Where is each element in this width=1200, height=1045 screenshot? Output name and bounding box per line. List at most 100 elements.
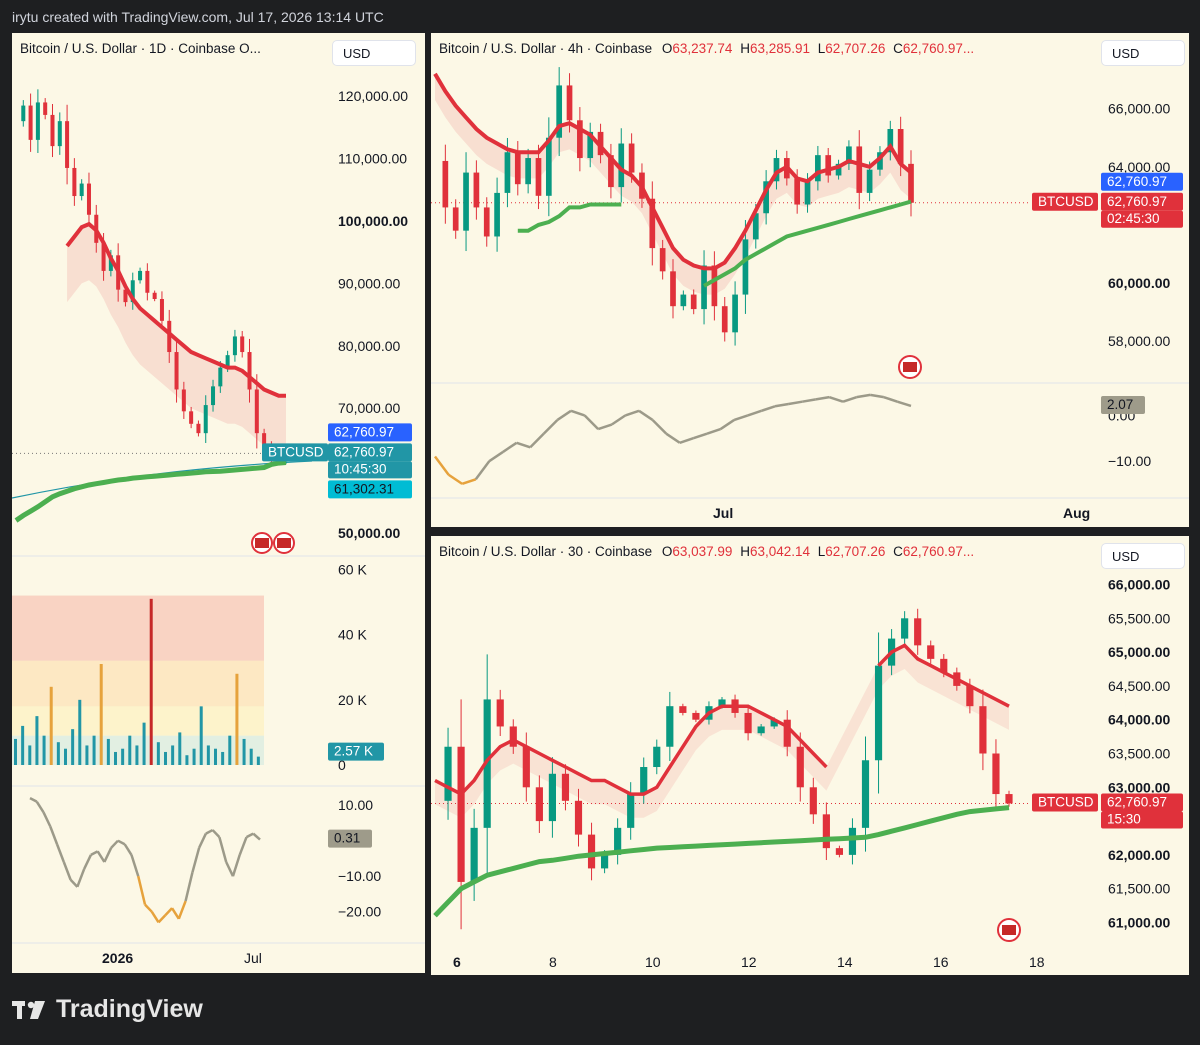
h4-oscillator-segment	[625, 409, 640, 417]
daily-ma-value-label: 61,302.31	[334, 481, 394, 496]
daily-oscillator-y-tick: 10.00	[338, 797, 373, 813]
m30-candle	[718, 699, 726, 707]
h4-low-value: 62,707.26	[825, 41, 886, 56]
daily-oscillator-segment	[55, 843, 65, 863]
daily-oscillator-segment	[252, 832, 261, 841]
m30-symbol-label: BTCUSD	[1038, 794, 1094, 809]
daily-volume-y-tick: 0	[338, 757, 346, 773]
m30-currency-selector[interactable]: USD	[1101, 543, 1185, 569]
m30-chart-panel[interactable]: 66,000.00 65,500.00 65,000.00 64,500.00 64,0…	[431, 536, 1189, 975]
h4-oscillator-segment	[433, 455, 450, 476]
h4-oscillator-segment	[516, 441, 531, 449]
daily-candle	[196, 423, 201, 434]
h4-candle	[763, 181, 769, 214]
h4-candle	[556, 85, 563, 138]
tradingview-logo[interactable]: TradingView	[12, 995, 203, 1024]
daily-oscillator-segment	[238, 836, 248, 856]
daily-candle	[138, 270, 143, 281]
m30-candle	[783, 719, 791, 747]
h4-candle	[483, 207, 490, 237]
m30-y-tick: 63,500.00	[1108, 746, 1170, 762]
us-flag-event-icon	[277, 538, 291, 548]
daily-volume-bar	[206, 745, 210, 765]
h4-currency-selector[interactable]: USD	[1101, 40, 1185, 66]
daily-chart-svg[interactable]: 120,000.00 110,000.00 100,000.00 90,000.00 8…	[12, 33, 425, 973]
m30-y-tick: 65,000.00	[1108, 644, 1170, 660]
daily-oscillator-segment	[164, 907, 173, 917]
h4-oscillator-segment	[733, 414, 749, 422]
m30-green-ma-line	[433, 805, 1010, 918]
h4-candle	[690, 294, 697, 310]
daily-candle	[159, 299, 164, 321]
h4-chart-svg[interactable]: 66,000.00 64,000.00 60,000.00 58,000.00 62,7…	[431, 33, 1189, 527]
daily-candle	[101, 242, 106, 271]
m30-candle	[548, 773, 556, 822]
daily-oscillator-segment	[103, 847, 113, 863]
daily-volume-bar	[228, 735, 232, 765]
daily-candle	[50, 114, 55, 147]
h4-candle	[815, 155, 821, 182]
daily-volume-bar	[235, 673, 239, 765]
daily-oscillator-segment	[69, 878, 79, 888]
daily-last-price-label: 62,760.97	[334, 424, 394, 439]
m30-symbol-title: Bitcoin / U.S. Dollar · 30 · Coinbase	[439, 544, 653, 559]
m30-countdown-label: 15:30	[1107, 811, 1141, 826]
daily-oscillator-segment	[184, 872, 194, 902]
h4-oscillator-segment	[774, 402, 789, 408]
h4-oscillator-segment	[829, 395, 844, 403]
us-flag-event-icon	[903, 362, 917, 372]
m30-candle	[627, 794, 635, 828]
daily-volume-bar	[14, 738, 17, 765]
m30-candle	[679, 706, 687, 713]
daily-candle	[43, 102, 48, 115]
m30-candle	[979, 706, 987, 754]
daily-oscillator-segment	[197, 833, 208, 849]
daily-volume-y-tick: 60 K	[338, 562, 367, 578]
h4-oscillator-segment	[856, 393, 871, 399]
h4-y-tick: 66,000.00	[1108, 101, 1170, 117]
m30-y-tick: 66,000.00	[1108, 577, 1170, 593]
daily-volume-bar	[106, 738, 110, 765]
h4-candle	[825, 155, 832, 176]
h4-oscillator-segment	[719, 418, 735, 431]
h4-candle	[618, 143, 625, 188]
h4-candle	[866, 169, 873, 193]
h4-candle	[504, 152, 511, 193]
daily-chart-panel[interactable]: 120,000.00 110,000.00 100,000.00 90,000.00 8…	[12, 33, 425, 973]
daily-candle	[189, 411, 194, 424]
m30-x-tick: 16	[933, 954, 949, 970]
daily-candle	[218, 367, 223, 387]
h4-candle	[846, 146, 852, 164]
h4-chart-panel[interactable]: 66,000.00 64,000.00 60,000.00 58,000.00 62,7…	[431, 33, 1189, 527]
m30-y-tick: 63,000.00	[1108, 779, 1170, 795]
daily-volume-bar	[28, 745, 32, 765]
daily-countdown-label-bg	[328, 461, 412, 479]
h4-oscillator-segment	[611, 414, 627, 426]
h4-oscillator-segment	[761, 405, 776, 413]
daily-volume-bar	[256, 756, 260, 765]
daily-y-tick: 100,000.00	[338, 213, 408, 229]
h4-candle	[773, 158, 780, 182]
h4-oscillator-segment	[597, 423, 613, 431]
m30-open-value: 63,037.99	[672, 544, 733, 559]
daily-volume-bar	[142, 722, 146, 765]
h4-high-value: 63,285.91	[749, 41, 811, 56]
daily-volume-bar	[85, 745, 89, 765]
daily-volume-bar	[99, 664, 103, 765]
m30-candle	[496, 699, 504, 727]
h4-countdown-label: 02:45:30	[1107, 211, 1160, 226]
daily-volume-bar	[156, 742, 160, 765]
m30-candle	[940, 658, 948, 673]
daily-volume-bar	[221, 751, 225, 765]
watermark-caption: irytu created with TradingView.com, Jul …	[12, 9, 384, 25]
daily-currency-selector[interactable]: USD	[332, 40, 416, 66]
h4-oscillator-segment	[869, 393, 885, 399]
h4-candle	[680, 294, 687, 307]
daily-last-price-alt-label: 62,760.97	[334, 444, 394, 459]
daily-candle	[254, 389, 259, 434]
h4-candle	[659, 248, 666, 272]
daily-oscillator-y-tick: −20.00	[338, 904, 381, 920]
m30-chart-svg[interactable]: 66,000.00 65,500.00 65,000.00 64,500.00 64,0…	[431, 536, 1189, 975]
daily-volume-last-label-bg	[328, 742, 384, 761]
h4-close-value: 62,760.97...	[902, 41, 975, 56]
